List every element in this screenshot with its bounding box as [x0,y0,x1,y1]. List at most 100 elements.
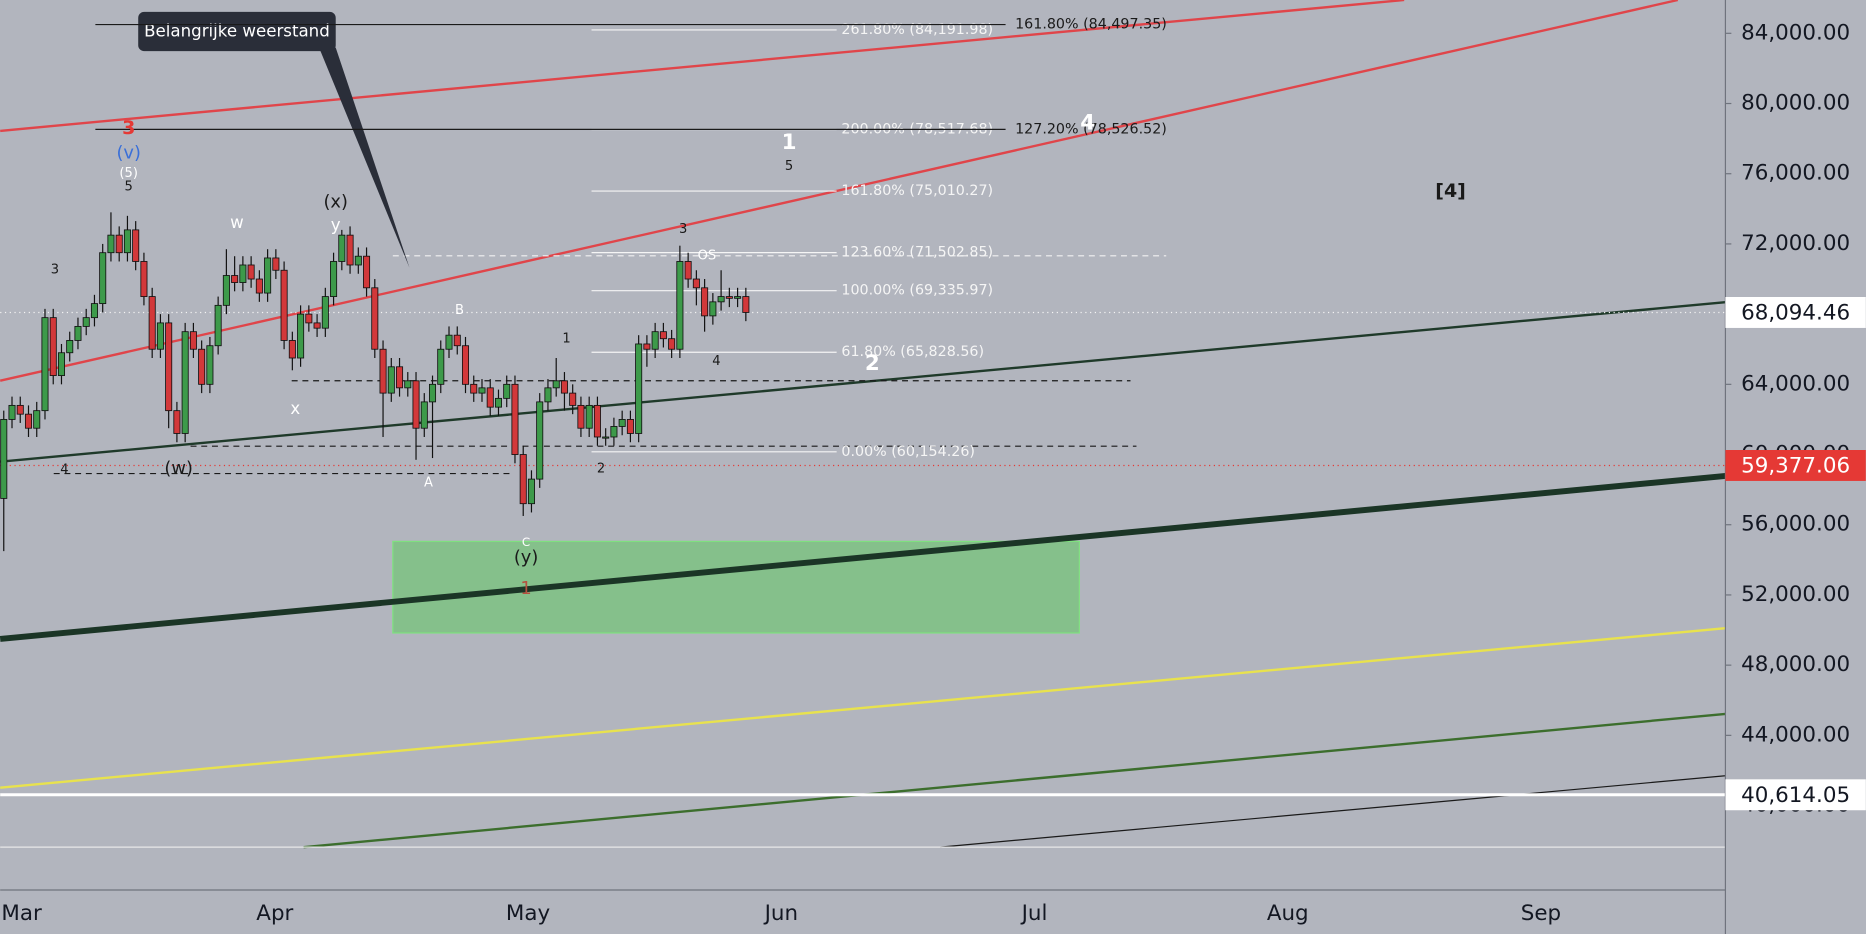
candle-body [140,261,148,297]
fib-label: 261.80% (84,191.98) [841,22,993,38]
candle-body [701,287,709,317]
candle-body [412,380,420,429]
drawings: Belangrijke weerstand [0,0,1726,849]
candle-body [503,383,511,399]
candle-body [90,303,98,319]
fib-label: 100.00% (69,335.97) [841,283,993,299]
candle-body [371,287,379,350]
wave-label: [4] [1435,180,1466,202]
candle-body [569,392,577,406]
wave-label: 1 [520,578,531,599]
wave-label: 5 [785,159,793,174]
candle-body [486,387,494,408]
wave-label: (y) [514,547,538,568]
y-tick-label: 64,000.00 [1741,371,1850,396]
candle-body [593,404,601,438]
price-label: 68,094.46 [1741,301,1850,326]
wave-label: 4 [712,354,720,369]
candle-body [156,322,164,350]
candle-body [57,352,65,376]
y-tick-label: 84,000.00 [1741,20,1850,45]
candle-body [602,436,610,439]
candle-body [519,454,527,505]
price-label: 59,377.06 [1741,454,1850,479]
candle-body [214,304,222,347]
candle-body [231,275,239,283]
wave-label: 5 [125,179,133,194]
candle-body [41,317,49,412]
wave-label: 3 [51,263,59,278]
wave-label: 1 [562,332,570,347]
candle-body [148,296,156,350]
y-tick-label: 52,000.00 [1741,582,1850,607]
wave-label: 1 [782,130,797,155]
candle-body [82,317,90,327]
wave-label: 2 [865,351,880,376]
candle-body [206,345,214,385]
candle-body [363,255,371,289]
x-tick-label: Sep [1521,901,1561,926]
candle-body [404,380,412,389]
candle-body [330,261,338,297]
candle-body [461,345,470,385]
fib-label: 61.80% (65,828.56) [841,344,984,360]
x-tick-label: Apr [256,901,293,926]
candle-body [437,348,445,385]
candle-body [8,404,16,420]
wave-label: y [331,216,341,235]
candle-body [222,275,230,306]
candle-body [74,325,82,341]
candle-body [33,410,41,429]
candle-body [618,419,626,427]
trend-line [0,472,1726,642]
candle-body [511,383,519,455]
candle-body [313,322,321,329]
x-tick-label: Mar [1,901,42,926]
wave-label: (x) [323,191,347,212]
candle-body [247,264,255,280]
candle-body [49,317,57,376]
candle-body [560,380,568,394]
trend-line [0,0,1405,133]
candle-body [297,313,305,359]
fib-label: 161.80% (84,497.35) [1015,17,1167,33]
plot: 261.80% (84,191.98)200.00% (78,517.68)16… [0,17,1726,797]
wave-label: 3 [122,117,135,139]
candle-body [99,252,107,305]
wave-label: 4 [1080,111,1095,136]
candle-body [189,331,197,350]
candle-body [115,234,123,254]
wave-label: (5) [119,166,138,181]
y-tick-label: 48,000.00 [1741,652,1850,677]
candle-body [173,410,181,434]
fib-label: 127.20% (78,526.52) [1015,121,1167,137]
candle-body [387,366,395,394]
y-tick-label: 72,000.00 [1741,231,1850,256]
wave-label: w [230,213,244,232]
price-label-box [1725,450,1866,481]
candle-body [445,334,453,350]
fib-label: 123.60% (71,502.85) [841,245,993,261]
candle-body [585,404,593,429]
fib-label: 161.80% (75,010.27) [841,183,993,199]
candle-body [527,478,535,505]
candle-body [346,234,354,266]
candle-body [66,340,74,354]
candle-body [692,278,700,289]
candle-body [659,331,667,340]
candle-body [544,387,552,403]
candle-body [16,404,24,415]
candle-body [453,334,461,347]
candle-body [494,397,502,408]
candle-body [379,348,387,394]
candle-body [626,419,634,434]
candle-body [676,261,684,350]
candle-body [280,269,288,341]
candle-body [635,343,643,434]
trend-line [0,0,1679,382]
y-tick-label: 56,000.00 [1741,512,1850,537]
